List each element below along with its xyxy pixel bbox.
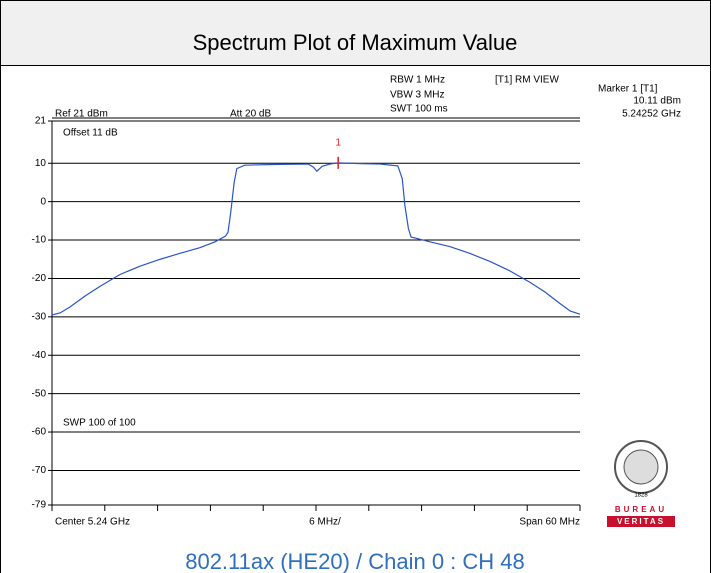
chart-title: Spectrum Plot of Maximum Value [193,30,518,55]
att: Att 20 dB [230,109,271,120]
logo-bottom-box [607,516,675,527]
marker-title: Marker 1 [T1] [598,84,658,95]
y-tick-label: -70 [32,465,47,476]
logo-seal [614,440,668,494]
y-tick-label: -40 [32,350,47,361]
y-tick-label: -79 [32,500,47,511]
y-tick-label: 10 [35,158,47,169]
title-bar [0,0,711,66]
logo: 1828 BUREAU VERITAS [607,440,675,527]
center: Center 5.24 GHz [55,517,130,528]
swt: SWT 100 ms [390,104,448,115]
y-tick-label: -50 [32,388,47,399]
marker-value: 10.11 dBm [633,96,681,107]
y-tick-label: -10 [32,235,47,246]
y-tick-label: 0 [40,196,46,207]
marker-x: 5.24252 GHz [622,109,681,120]
view: [T1] RM VIEW [495,75,559,86]
caption: 802.11ax (HE20) / Chain 0 : CH 48 [185,549,525,573]
logo-seal-inner [623,449,659,485]
trace [51,162,581,316]
sweep: SWP 100 of 100 [63,418,136,429]
logo-year: 1828 [634,493,648,499]
logo-top: BUREAU [615,505,667,514]
logo-bottom: VERITAS [617,517,665,526]
span: Span 60 MHz [519,517,580,528]
div: 6 MHz/ [309,517,341,528]
logo-top-box [607,505,675,515]
rbw: RBW 1 MHz [390,75,445,86]
y-tick-label: -20 [32,273,47,284]
y-tick-label: -30 [32,311,47,322]
ref: Ref 21 dBm [55,109,108,120]
y-tick-label: -60 [32,427,47,438]
marker-label: 1 [335,137,341,148]
y-tick-label: 21 [35,116,47,127]
offset: Offset 11 dB [63,128,118,139]
vbw: VBW 3 MHz [390,90,444,101]
